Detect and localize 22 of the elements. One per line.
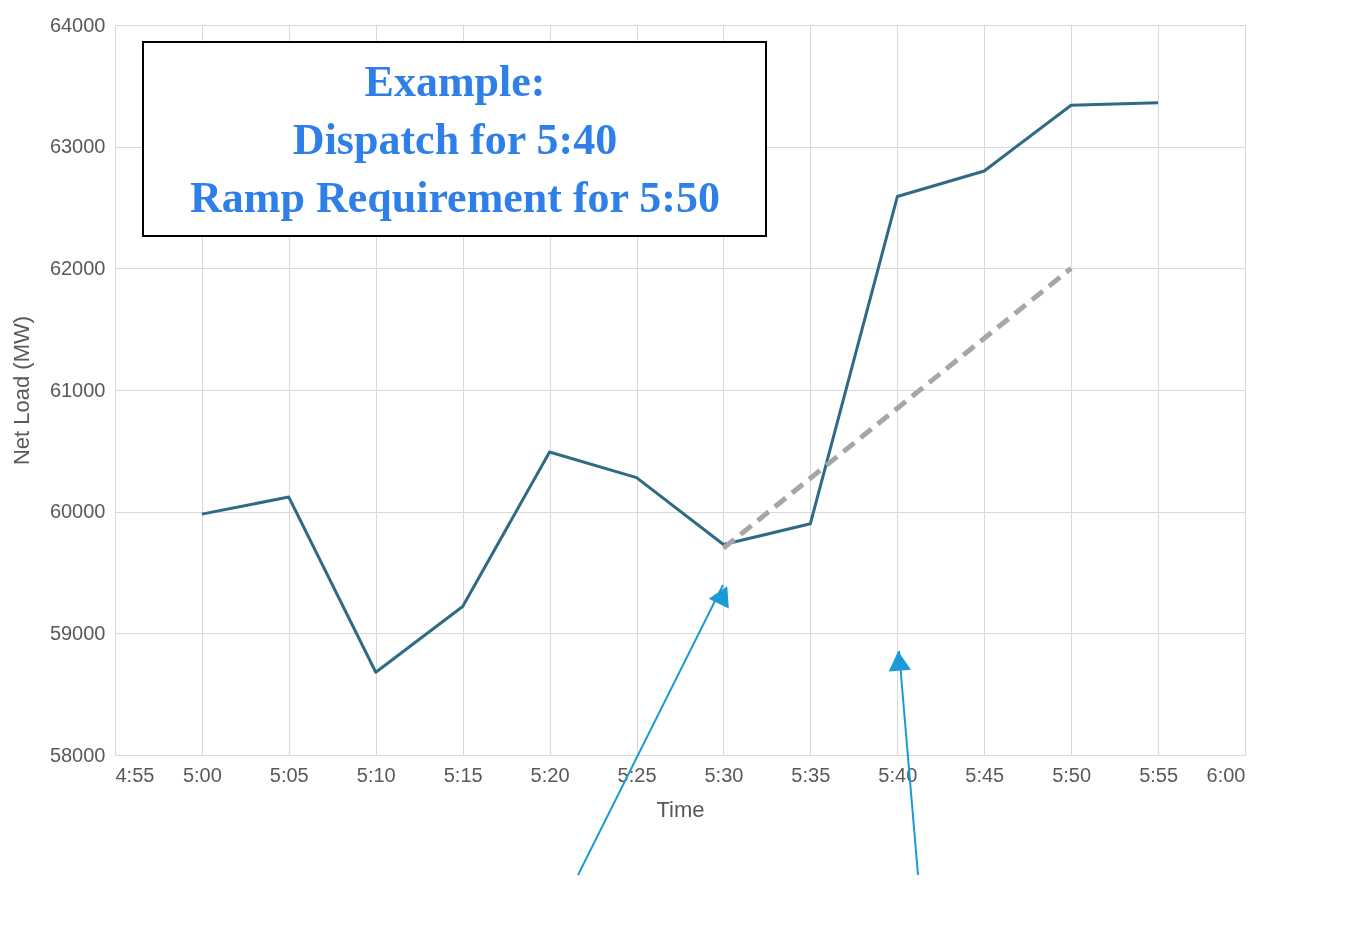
x-axis-title: Time	[656, 796, 705, 822]
y-tick-label: 61000	[49, 378, 106, 401]
x-tick-label: 5:55	[1139, 763, 1179, 786]
x-tick-label: 5:15	[443, 763, 483, 786]
y-tick-label: 64000	[49, 13, 106, 36]
annotation: Example: Dispatch for 5:40 Ramp Requirement for 5:50	[190, 57, 720, 222]
y-tick-label: 63000	[49, 135, 106, 158]
x-tick-label: 5:45	[965, 763, 1005, 786]
y-axis-title: Net Load (MW)	[8, 315, 34, 466]
y-tick-label: 62000	[49, 256, 106, 279]
x-tick-label: 4:55	[115, 763, 155, 786]
y-tick-label: 60000	[49, 500, 106, 523]
y-tick-label: 58000	[49, 743, 106, 766]
x-tick-label: 5:05	[269, 763, 309, 786]
x-tick-label: 5:35	[791, 763, 831, 786]
x-tick-label: 5:10	[356, 763, 396, 786]
x-tick-label: 5:20	[530, 763, 570, 786]
x-tick-label: 5:50	[1052, 763, 1092, 786]
x-tick-label: 5:00	[182, 763, 222, 786]
x-tick-label: 6:00	[1206, 763, 1246, 786]
y-tick-label: 59000	[49, 621, 106, 644]
x-tick-label: 5:30	[704, 763, 744, 786]
